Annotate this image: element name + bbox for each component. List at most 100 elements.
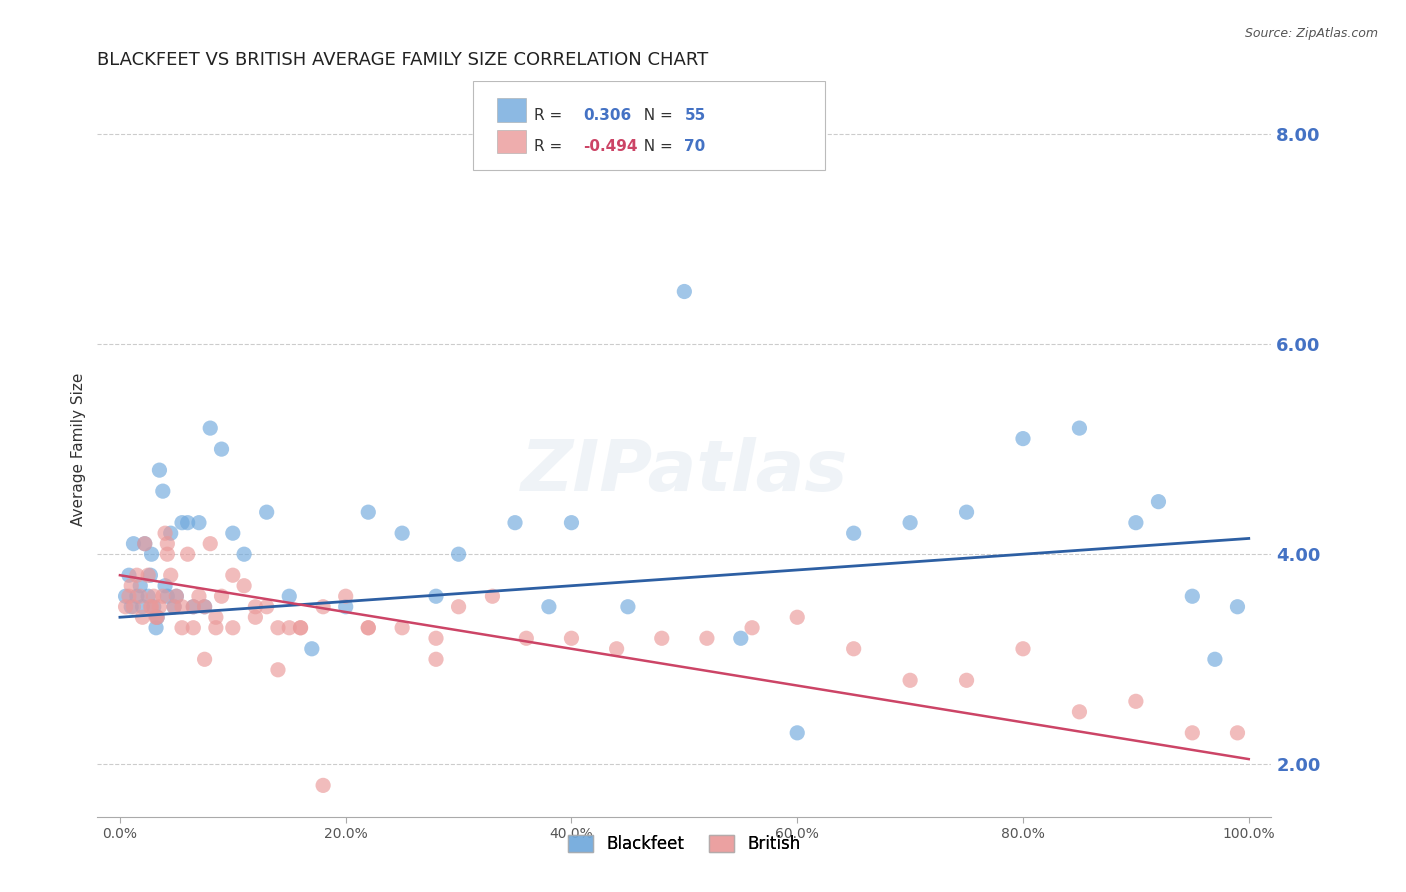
Blackfeet [114,589,136,603]
British [391,621,413,635]
Blackfeet [131,599,153,614]
British [267,621,290,635]
Blackfeet [148,463,170,477]
British [131,610,153,624]
British [515,632,537,646]
Text: R =: R = [534,108,567,123]
Blackfeet [503,516,526,530]
British [170,621,193,635]
FancyBboxPatch shape [496,98,526,122]
Blackfeet [1147,494,1170,508]
FancyBboxPatch shape [496,130,526,153]
British [176,547,198,561]
British [194,599,217,614]
British [170,599,193,614]
British [447,599,470,614]
British [156,547,179,561]
British [146,610,169,624]
Blackfeet [159,526,181,541]
British [205,610,228,624]
Legend: Blackfeet, British: Blackfeet, British [561,829,807,860]
British [181,621,204,635]
British [425,632,447,646]
Blackfeet [181,599,204,614]
British [205,621,228,635]
Blackfeet [136,589,159,603]
British [222,621,245,635]
Text: N =: N = [634,138,678,153]
Blackfeet [1226,599,1249,614]
Blackfeet [233,547,256,561]
Blackfeet [560,516,582,530]
British [481,589,503,603]
Text: N =: N = [634,108,678,123]
British [156,537,179,551]
Blackfeet [278,589,301,603]
Blackfeet [120,599,142,614]
Blackfeet [146,610,169,624]
British [425,652,447,666]
British [145,610,167,624]
British [955,673,977,688]
British [267,663,290,677]
Text: 55: 55 [685,108,706,123]
FancyBboxPatch shape [472,81,825,169]
Blackfeet [170,516,193,530]
Text: ZIPatlas: ZIPatlas [520,437,848,506]
Blackfeet [1069,421,1091,435]
Blackfeet [1012,432,1035,446]
Blackfeet [125,589,148,603]
British [786,610,808,624]
Blackfeet [786,726,808,740]
Blackfeet [898,516,921,530]
British [233,579,256,593]
Blackfeet [211,442,233,457]
Y-axis label: Average Family Size: Average Family Size [72,373,86,525]
Text: Source: ZipAtlas.com: Source: ZipAtlas.com [1244,27,1378,40]
Text: 0.306: 0.306 [583,108,631,123]
Blackfeet [425,589,447,603]
British [256,599,278,614]
British [148,599,170,614]
British [1181,726,1204,740]
Blackfeet [357,505,380,519]
British [245,610,267,624]
British [134,537,156,551]
British [842,641,865,656]
British [696,632,718,646]
British [1226,726,1249,740]
Blackfeet [139,568,162,582]
British [606,641,628,656]
Blackfeet [673,285,696,299]
Blackfeet [176,516,198,530]
British [312,778,335,792]
British [120,579,142,593]
British [139,599,162,614]
Blackfeet [301,641,323,656]
British [194,652,217,666]
Blackfeet [335,599,357,614]
Blackfeet [134,537,156,551]
Text: BLACKFEET VS BRITISH AVERAGE FAMILY SIZE CORRELATION CHART: BLACKFEET VS BRITISH AVERAGE FAMILY SIZE… [97,51,709,69]
British [278,621,301,635]
British [651,632,673,646]
Blackfeet [142,599,165,614]
British [357,621,380,635]
British [741,621,763,635]
British [312,599,335,614]
Blackfeet [163,599,186,614]
Blackfeet [153,579,176,593]
Blackfeet [1204,652,1226,666]
British [118,589,141,603]
Blackfeet [187,516,209,530]
British [187,589,209,603]
British [141,599,163,614]
British [129,589,152,603]
Blackfeet [617,599,640,614]
Text: R =: R = [534,138,567,153]
Blackfeet [200,421,222,435]
British [898,673,921,688]
British [357,621,380,635]
British [181,599,204,614]
British [165,589,187,603]
